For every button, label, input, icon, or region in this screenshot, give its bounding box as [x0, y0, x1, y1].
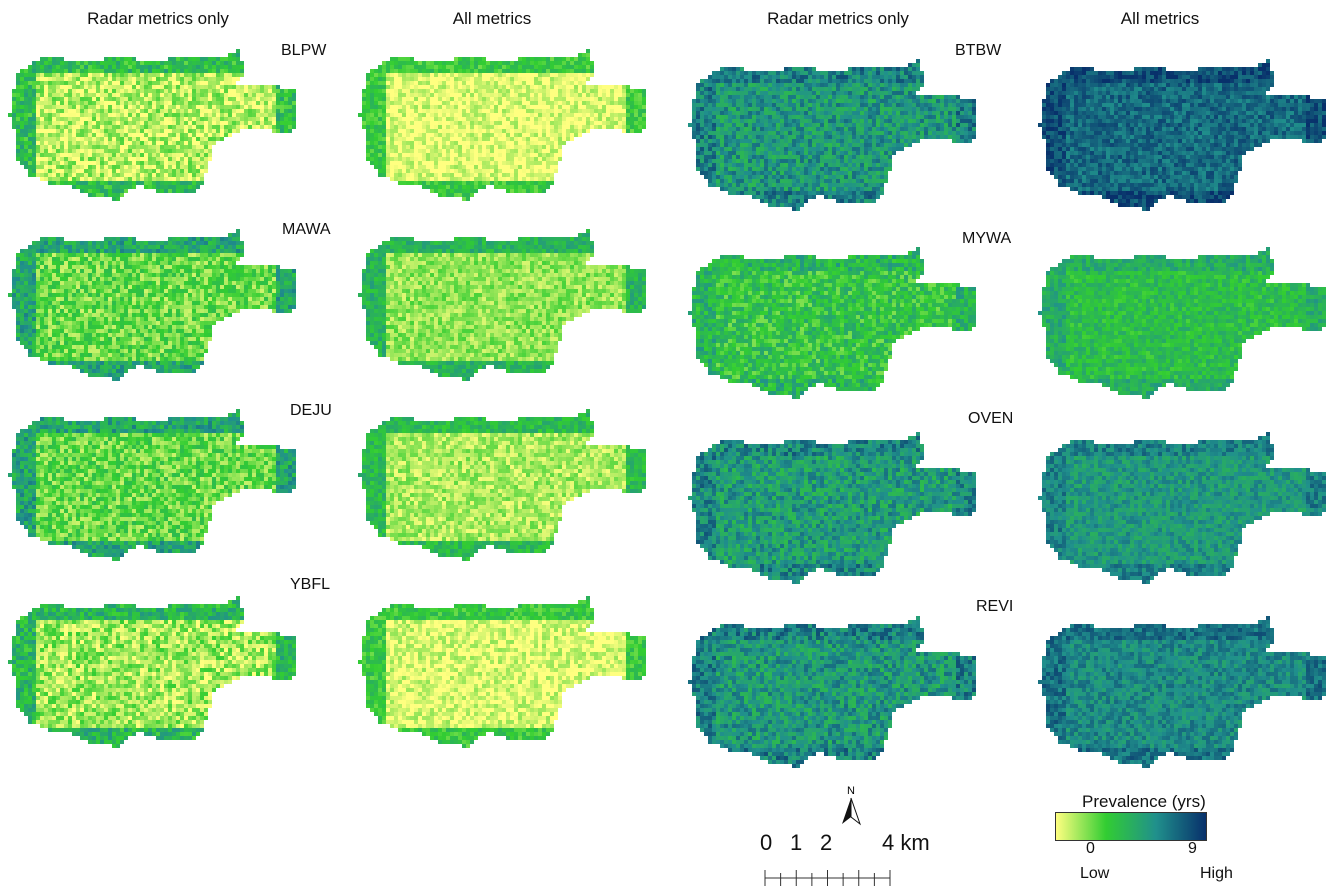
map-blpw-radar-only: [8, 49, 296, 201]
column-header-radar-right: Radar metrics only: [767, 9, 909, 29]
north-arrow-label: N: [847, 785, 855, 797]
scale-tick-4: 4 km: [882, 830, 930, 856]
species-label-btbw: BTBW: [955, 42, 1001, 60]
legend-color-ramp: [1055, 812, 1207, 841]
species-label-ybfl: YBFL: [290, 576, 330, 594]
map-deju-radar-only: [8, 409, 296, 561]
scale-bar: 0 1 2 4 km: [750, 830, 950, 890]
legend-low-label: Low: [1080, 865, 1109, 883]
map-mawa-all-metrics: [358, 229, 646, 381]
map-revi-radar-only: [688, 616, 976, 768]
north-arrow-left-half: [842, 798, 851, 824]
map-mawa-radar-only: [8, 229, 296, 381]
map-ybfl-all-metrics: [358, 596, 646, 748]
species-label-mywa: MYWA: [962, 230, 1011, 248]
scale-tick-1: 1: [790, 830, 802, 856]
scale-bar-ruler: [764, 870, 891, 886]
map-oven-radar-only: [688, 432, 976, 584]
map-mywa-all-metrics: [1038, 247, 1326, 399]
legend: Prevalence (yrs) 0 9 Low High: [1052, 792, 1252, 892]
map-btbw-radar-only: [688, 59, 976, 211]
species-label-oven: OVEN: [968, 410, 1013, 428]
legend-min-value: 0: [1086, 840, 1095, 858]
legend-max-value: 9: [1188, 840, 1197, 858]
map-mywa-radar-only: [688, 247, 976, 399]
scale-tick-0: 0: [760, 830, 772, 856]
map-blpw-all-metrics: [358, 49, 646, 201]
species-label-blpw: BLPW: [281, 42, 326, 60]
legend-title: Prevalence (yrs): [1082, 792, 1206, 812]
north-arrow-icon: N: [842, 785, 862, 826]
species-label-deju: DEJU: [290, 402, 332, 420]
map-ybfl-radar-only: [8, 596, 296, 748]
map-oven-all-metrics: [1038, 432, 1326, 584]
scale-tick-2: 2: [820, 830, 832, 856]
legend-high-label: High: [1200, 865, 1233, 883]
species-label-revi: REVI: [976, 598, 1013, 616]
column-header-all-right: All metrics: [1121, 9, 1199, 29]
column-header-all-left: All metrics: [453, 9, 531, 29]
map-revi-all-metrics: [1038, 616, 1326, 768]
species-label-mawa: MAWA: [282, 221, 331, 239]
north-arrow-right-half: [850, 797, 862, 826]
map-btbw-all-metrics: [1038, 59, 1326, 211]
column-header-radar-left: Radar metrics only: [87, 9, 229, 29]
map-deju-all-metrics: [358, 409, 646, 561]
